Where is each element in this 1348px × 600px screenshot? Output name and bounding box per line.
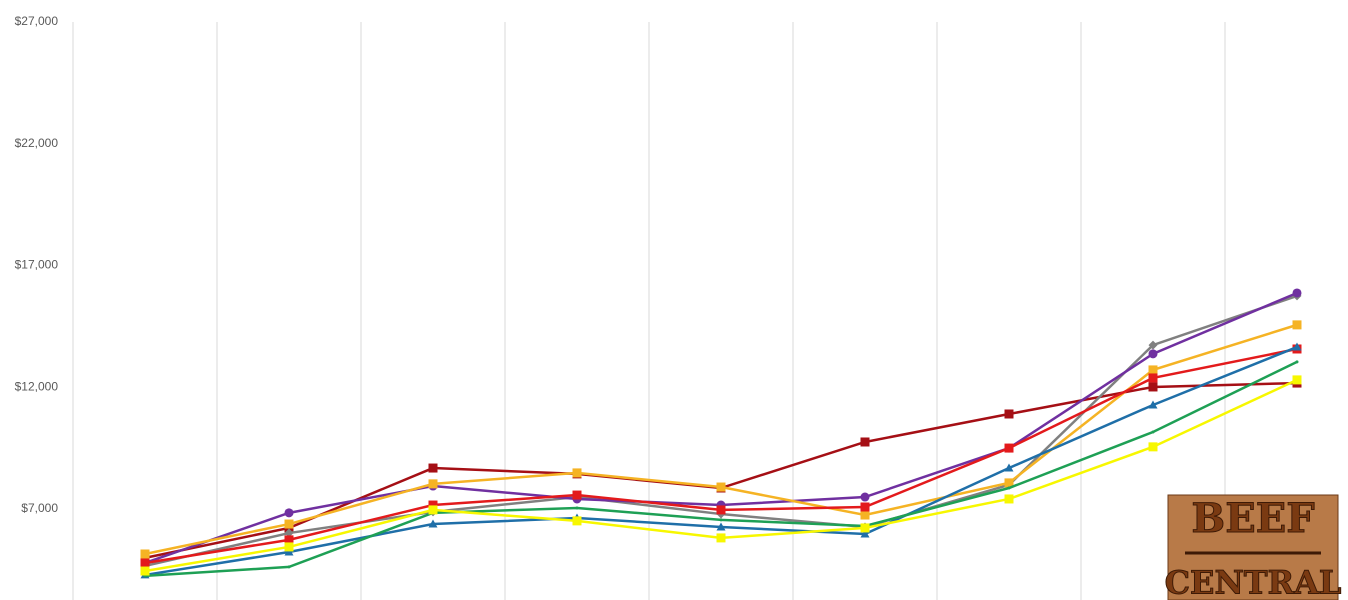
marker: [1148, 400, 1158, 409]
logo-text: BEEF: [1191, 495, 1314, 542]
marker: [716, 505, 726, 515]
marker: [1004, 409, 1014, 419]
marker: [1292, 320, 1302, 330]
y-tick-label: $17,000: [15, 258, 59, 272]
marker: [140, 566, 150, 576]
marker: [860, 492, 870, 502]
marker: [1004, 443, 1014, 453]
marker: [1148, 365, 1158, 375]
marker: [1292, 342, 1302, 351]
marker: [284, 535, 294, 545]
marker: [284, 542, 294, 552]
marker: [287, 565, 291, 569]
marker: [716, 533, 726, 543]
y-tick-label: $22,000: [15, 136, 59, 150]
marker: [1295, 360, 1299, 364]
marker: [572, 516, 582, 526]
marker: [716, 522, 726, 531]
marker: [716, 482, 726, 492]
marker: [428, 500, 438, 510]
marker: [1148, 340, 1158, 350]
marker: [1151, 430, 1155, 434]
logo-badge: [1167, 494, 1339, 600]
marker: [284, 528, 294, 538]
marker: [428, 479, 438, 489]
marker: [575, 506, 579, 510]
marker: [1004, 478, 1014, 488]
marker: [1148, 442, 1158, 452]
marker: [1148, 382, 1158, 392]
marker: [719, 518, 723, 522]
marker: [572, 490, 582, 500]
marker: [284, 519, 294, 529]
marker: [1004, 494, 1014, 504]
marker: [860, 529, 870, 538]
marker: [284, 508, 294, 518]
marker: [140, 549, 150, 559]
marker: [572, 468, 582, 478]
marker: [1148, 349, 1158, 359]
marker: [140, 558, 150, 568]
logo: BEEF CENTRAL: [1164, 494, 1342, 600]
logo-text: CENTRAL: [1165, 564, 1342, 600]
marker: [860, 523, 870, 533]
marker: [428, 463, 438, 473]
marker: [860, 502, 870, 512]
marker: [1004, 463, 1014, 472]
marker: [860, 437, 870, 447]
marker: [860, 510, 870, 520]
marker: [1292, 288, 1302, 298]
marker: [1007, 486, 1011, 490]
marker: [428, 505, 438, 515]
marker: [1292, 375, 1302, 385]
marker: [1148, 373, 1158, 383]
y-tick-label: $27,000: [15, 14, 59, 28]
marker: [284, 547, 294, 556]
y-tick-label: $7,000: [21, 501, 58, 515]
y-tick-label: $12,000: [15, 379, 59, 393]
marker: [428, 519, 438, 528]
